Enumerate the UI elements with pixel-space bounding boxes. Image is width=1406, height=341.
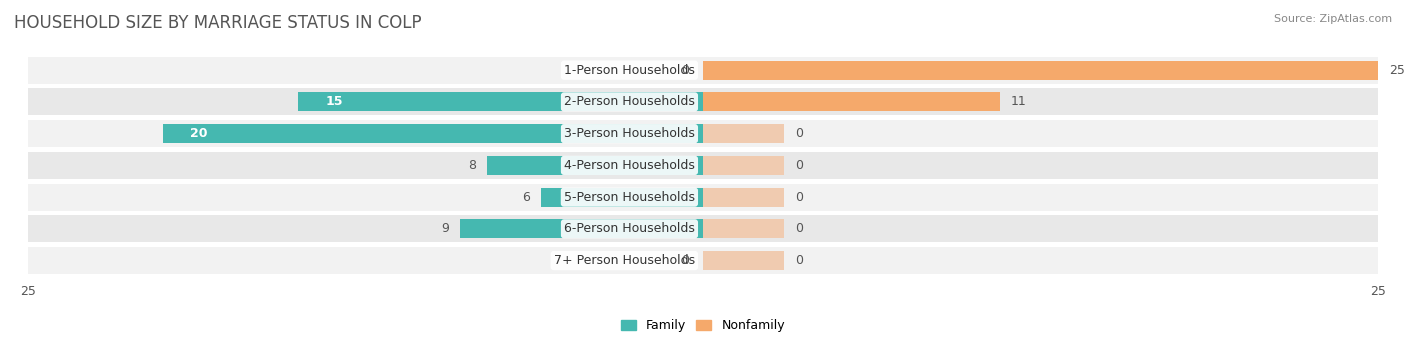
Text: 3-Person Households: 3-Person Households xyxy=(564,127,695,140)
Bar xyxy=(703,156,785,175)
Text: 1-Person Households: 1-Person Households xyxy=(564,64,695,77)
Text: 6: 6 xyxy=(523,191,530,204)
Text: 0: 0 xyxy=(682,254,689,267)
Text: 0: 0 xyxy=(794,159,803,172)
Text: 0: 0 xyxy=(794,191,803,204)
Text: 8: 8 xyxy=(468,159,477,172)
Bar xyxy=(28,184,1378,211)
Bar xyxy=(298,92,703,112)
Bar xyxy=(703,124,785,143)
Text: 2-Person Households: 2-Person Households xyxy=(564,95,695,108)
Text: 7+ Person Households: 7+ Person Households xyxy=(554,254,695,267)
Text: 9: 9 xyxy=(441,222,450,235)
Text: 6-Person Households: 6-Person Households xyxy=(564,222,695,235)
Bar xyxy=(703,219,785,238)
Bar xyxy=(28,57,1378,84)
Text: 0: 0 xyxy=(794,127,803,140)
Text: 4-Person Households: 4-Person Households xyxy=(564,159,695,172)
Bar xyxy=(486,156,703,175)
Text: HOUSEHOLD SIZE BY MARRIAGE STATUS IN COLP: HOUSEHOLD SIZE BY MARRIAGE STATUS IN COL… xyxy=(14,14,422,32)
Text: Source: ZipAtlas.com: Source: ZipAtlas.com xyxy=(1274,14,1392,24)
Bar xyxy=(28,247,1378,274)
Text: 25: 25 xyxy=(1389,64,1405,77)
Text: 11: 11 xyxy=(1011,95,1026,108)
Bar xyxy=(163,124,703,143)
Bar xyxy=(703,61,1378,80)
Legend: Family, Nonfamily: Family, Nonfamily xyxy=(616,314,790,337)
Bar xyxy=(703,92,1000,112)
Text: 0: 0 xyxy=(794,222,803,235)
Bar xyxy=(703,188,785,207)
Bar xyxy=(28,152,1378,179)
Text: 15: 15 xyxy=(325,95,343,108)
Text: 0: 0 xyxy=(794,254,803,267)
Bar xyxy=(28,88,1378,115)
Bar xyxy=(541,188,703,207)
Bar xyxy=(460,219,703,238)
Bar xyxy=(703,251,785,270)
Text: 0: 0 xyxy=(682,64,689,77)
Bar xyxy=(28,216,1378,242)
Text: 20: 20 xyxy=(190,127,208,140)
Bar xyxy=(28,120,1378,147)
Text: 5-Person Households: 5-Person Households xyxy=(564,191,695,204)
